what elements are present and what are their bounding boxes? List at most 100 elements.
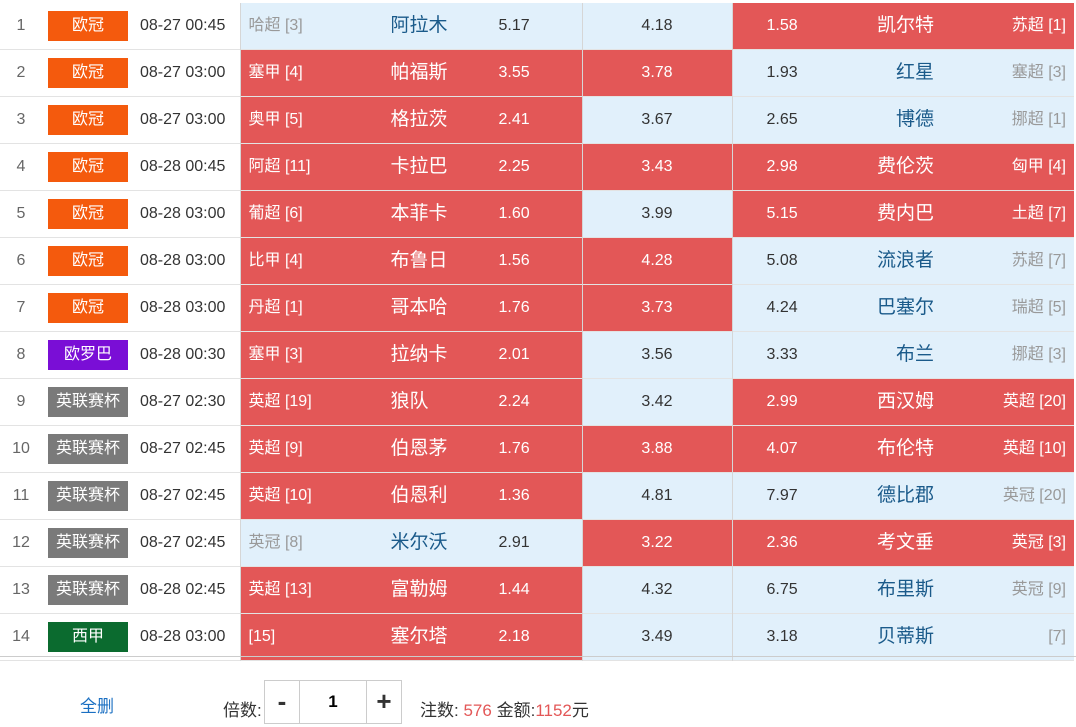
amount-label: 金额: <box>496 701 536 720</box>
away-team: 流浪者 <box>876 250 934 271</box>
home-team: 塞尔塔 <box>390 626 448 647</box>
home-win-option[interactable]: 英超 [13] 富勒姆 1.44 <box>239 566 583 614</box>
draw-option[interactable]: 3.56 <box>582 331 733 379</box>
draw-option[interactable]: 3.99 <box>582 190 733 238</box>
home-team: 伯恩茅 <box>390 438 448 459</box>
match-row: 14 西甲 08-28 03:00 [15] 塞尔塔 2.18 3.49 3.18 贝蒂斯 [7] <box>0 613 1074 661</box>
draw-option[interactable]: 4.81 <box>582 472 733 520</box>
away-odds: 7.97 <box>766 487 798 504</box>
away-team: 布伦特 <box>876 438 934 459</box>
home-win-option[interactable]: 比甲 [4] 布鲁日 1.56 <box>239 237 583 285</box>
home-odds: 1.76 <box>498 299 530 316</box>
away-rank: 挪超 [3] <box>1011 346 1066 363</box>
league-badge: 欧冠 <box>48 105 128 135</box>
draw-option[interactable]: 4.18 <box>582 3 733 50</box>
draw-option[interactable]: 3.49 <box>582 613 733 661</box>
draw-option[interactable]: 3.73 <box>582 284 733 332</box>
draw-option[interactable]: 3.42 <box>582 378 733 426</box>
home-team: 帕福斯 <box>390 62 448 83</box>
home-win-option[interactable]: 英超 [10] 伯恩利 1.36 <box>239 472 583 520</box>
home-team: 布鲁日 <box>390 250 448 271</box>
away-odds: 2.36 <box>766 534 798 551</box>
away-team: 贝蒂斯 <box>876 626 934 647</box>
league-cell: 英联赛杯 <box>42 520 134 567</box>
match-row: 5 欧冠 08-28 03:00 葡超 [6] 本菲卡 1.60 3.99 5.15 费内巴 土超… <box>0 190 1074 238</box>
draw-odds: 3.88 <box>641 440 673 457</box>
draw-odds: 3.49 <box>641 628 673 645</box>
away-rank: 英冠 [3] <box>1011 534 1066 551</box>
draw-option[interactable]: 3.43 <box>582 143 733 191</box>
away-win-option[interactable]: 1.93 红星 塞超 [3] <box>732 49 1074 97</box>
league-badge: 欧冠 <box>48 11 128 41</box>
home-win-option[interactable]: 奥甲 [5] 格拉茨 2.41 <box>239 96 583 144</box>
away-win-option[interactable]: 1.58 凯尔特 苏超 [1] <box>732 3 1074 50</box>
away-win-option[interactable]: 2.36 考文垂 英冠 [3] <box>732 519 1074 567</box>
away-win-option[interactable]: 2.99 西汉姆 英超 [20] <box>732 378 1074 426</box>
draw-option[interactable]: 3.78 <box>582 49 733 97</box>
home-rank: 哈超 [3] <box>248 17 303 34</box>
match-row: 8 欧罗巴 08-28 00:30 塞甲 [3] 拉纳卡 2.01 3.56 3.33 布兰 挪超… <box>0 331 1074 379</box>
row-index: 9 <box>16 393 26 410</box>
home-win-option[interactable]: 塞甲 [4] 帕福斯 3.55 <box>239 49 583 97</box>
away-odds: 1.58 <box>766 17 798 34</box>
match-row: 6 欧冠 08-28 03:00 比甲 [4] 布鲁日 1.56 4.28 5.08 流浪者 苏超… <box>0 237 1074 285</box>
league-cell: 欧冠 <box>42 238 134 285</box>
away-team: 布里斯 <box>876 579 934 600</box>
decrease-multiplier-button[interactable]: - <box>265 681 300 723</box>
away-win-option[interactable]: 2.98 费伦茨 匈甲 [4] <box>732 143 1074 191</box>
home-team: 哥本哈 <box>390 297 448 318</box>
increase-multiplier-button[interactable]: + <box>366 681 401 723</box>
away-win-option[interactable]: 2.65 博德 挪超 [1] <box>732 96 1074 144</box>
away-rank: 英超 [20] <box>1002 393 1066 410</box>
away-win-option[interactable]: 5.08 流浪者 苏超 [7] <box>732 237 1074 285</box>
away-odds: 6.75 <box>766 581 798 598</box>
draw-option[interactable]: 3.67 <box>582 96 733 144</box>
away-rank: 苏超 [1] <box>1011 17 1066 34</box>
away-rank: 土超 [7] <box>1011 205 1066 222</box>
row-index: 6 <box>16 252 26 269</box>
home-odds: 2.24 <box>498 393 530 410</box>
away-win-option[interactable]: 7.97 德比郡 英冠 [20] <box>732 472 1074 520</box>
draw-option[interactable]: 3.22 <box>582 519 733 567</box>
home-win-option[interactable]: 英冠 [8] 米尔沃 2.91 <box>239 519 583 567</box>
draw-option[interactable]: 3.88 <box>582 425 733 473</box>
match-time: 08-27 02:45 <box>140 440 226 457</box>
away-win-option[interactable]: 6.75 布里斯 英冠 [9] <box>732 566 1074 614</box>
home-team: 伯恩利 <box>390 485 448 506</box>
row-index: 12 <box>12 534 30 551</box>
row-index: 10 <box>12 440 30 457</box>
away-team: 布兰 <box>895 344 934 365</box>
away-odds: 3.33 <box>766 346 798 363</box>
home-odds: 1.60 <box>498 205 530 222</box>
clear-all-button[interactable]: 全删 <box>80 697 114 716</box>
match-time: 08-27 03:00 <box>140 111 226 128</box>
home-win-option[interactable]: 阿超 [11] 卡拉巴 2.25 <box>239 143 583 191</box>
away-win-option[interactable]: 3.18 贝蒂斯 [7] <box>732 613 1074 661</box>
away-win-option[interactable]: 4.07 布伦特 英超 [10] <box>732 425 1074 473</box>
draw-odds: 3.99 <box>641 205 673 222</box>
home-win-option[interactable]: 丹超 [1] 哥本哈 1.76 <box>239 284 583 332</box>
away-odds: 5.15 <box>766 205 798 222</box>
away-odds: 1.93 <box>766 64 798 81</box>
away-win-option[interactable]: 5.15 费内巴 土超 [7] <box>732 190 1074 238</box>
home-win-option[interactable]: 葡超 [6] 本菲卡 1.60 <box>239 190 583 238</box>
draw-odds: 4.32 <box>641 581 673 598</box>
home-odds: 2.25 <box>498 158 530 175</box>
league-cell: 欧冠 <box>42 97 134 144</box>
home-win-option[interactable]: 英超 [19] 狼队 2.24 <box>239 378 583 426</box>
match-time: 08-27 02:45 <box>140 534 226 551</box>
match-time: 08-27 02:30 <box>140 393 226 410</box>
away-win-option[interactable]: 3.33 布兰 挪超 [3] <box>732 331 1074 379</box>
home-win-option[interactable]: 哈超 [3] 阿拉木 5.17 <box>239 3 583 50</box>
row-index: 7 <box>16 299 26 316</box>
home-win-option[interactable]: [15] 塞尔塔 2.18 <box>239 613 583 661</box>
draw-option[interactable]: 4.28 <box>582 237 733 285</box>
home-win-option[interactable]: 英超 [9] 伯恩茅 1.76 <box>239 425 583 473</box>
away-win-option[interactable]: 4.24 巴塞尔 瑞超 [5] <box>732 284 1074 332</box>
away-rank: 瑞超 [5] <box>1011 299 1066 316</box>
home-win-option[interactable]: 塞甲 [3] 拉纳卡 2.01 <box>239 331 583 379</box>
draw-odds: 3.22 <box>641 534 673 551</box>
draw-option[interactable]: 4.32 <box>582 566 733 614</box>
draw-odds: 3.73 <box>641 299 673 316</box>
multiplier-input[interactable] <box>300 681 366 723</box>
